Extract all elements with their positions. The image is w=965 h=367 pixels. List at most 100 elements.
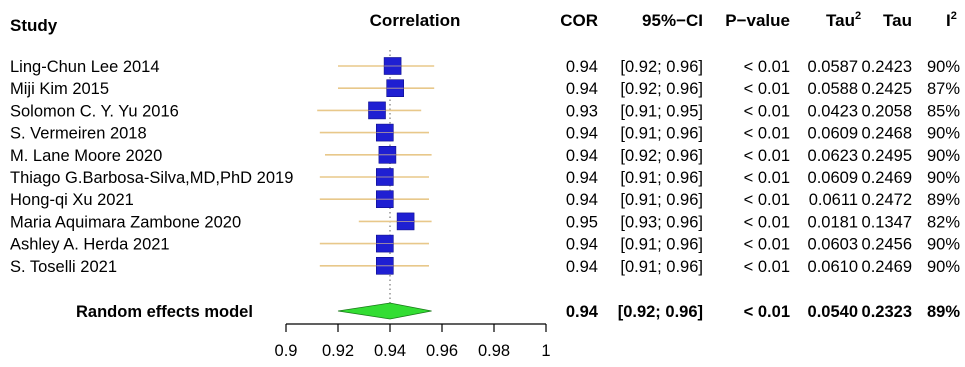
study-cor: 0.93 xyxy=(566,102,598,120)
study-cor: 0.94 xyxy=(566,169,598,187)
study-name: Thiago G.Barbosa-Silva,MD,PhD 2019 xyxy=(10,169,293,187)
summary-i2: 89% xyxy=(927,303,960,321)
study-tau: 0.2058 xyxy=(862,102,912,120)
study-cor: 0.95 xyxy=(566,213,598,231)
study-ci: [0.93; 0.96] xyxy=(620,213,703,231)
study-name: Hong-qi Xu 2021 xyxy=(10,191,134,209)
study-name: Miji Kim 2015 xyxy=(10,80,109,98)
study-tau2: 0.0423 xyxy=(808,102,858,120)
study-pvalue: < 0.01 xyxy=(744,236,790,254)
study-tau2: 0.0588 xyxy=(808,80,858,98)
study-pvalue: < 0.01 xyxy=(744,191,790,209)
study-tau: 0.2468 xyxy=(862,125,912,143)
header-tau2: Tau2 xyxy=(826,10,861,30)
study-i2: 90% xyxy=(927,169,960,187)
header-study: Study xyxy=(10,16,58,35)
study-pvalue: < 0.01 xyxy=(744,213,790,231)
study-tau2: 0.0603 xyxy=(808,236,858,254)
study-pvalue: < 0.01 xyxy=(744,80,790,98)
study-cor: 0.94 xyxy=(566,58,598,76)
x-tick-label: 0.96 xyxy=(426,342,458,360)
header-tau: Tau xyxy=(883,11,912,30)
study-i2: 89% xyxy=(927,191,960,209)
study-cor: 0.94 xyxy=(566,258,598,276)
summary-diamond xyxy=(337,302,432,320)
study-row: Ling-Chun Lee 2014 0.94 [0.92; 0.96] < 0.01… xyxy=(10,57,960,76)
study-row: Thiago G.Barbosa-Silva,MD,PhD 2019 0.94 [0… xyxy=(10,168,960,187)
study-i2: 82% xyxy=(927,213,960,231)
study-tau2: 0.0609 xyxy=(808,125,858,143)
study-tau: 0.2472 xyxy=(862,191,912,209)
header-i2: I2 xyxy=(946,10,957,30)
study-ci: [0.92; 0.96] xyxy=(620,147,703,165)
summary-tau2: 0.0540 xyxy=(808,303,858,321)
summary-pvalue: < 0.01 xyxy=(744,303,790,321)
study-tau2: 0.0609 xyxy=(808,169,858,187)
study-tau2: 0.0610 xyxy=(808,258,858,276)
x-tick-label: 0.94 xyxy=(374,342,406,360)
study-i2: 90% xyxy=(927,236,960,254)
header-i2-base: I xyxy=(946,11,951,30)
study-ci: [0.92; 0.96] xyxy=(620,80,703,98)
study-ci: [0.91; 0.95] xyxy=(620,102,703,120)
study-row: S. Vermeiren 2018 0.94 [0.91; 0.96] < 0.01 0… xyxy=(10,123,960,143)
study-i2: 85% xyxy=(927,102,960,120)
study-pvalue: < 0.01 xyxy=(744,169,790,187)
study-tau2: 0.0587 xyxy=(808,58,858,76)
study-name: Ling-Chun Lee 2014 xyxy=(10,58,160,76)
study-tau: 0.2495 xyxy=(862,147,912,165)
study-i2: 90% xyxy=(927,258,960,276)
study-tau: 0.2456 xyxy=(862,236,912,254)
summary-cor: 0.94 xyxy=(566,303,599,321)
study-cor: 0.94 xyxy=(566,125,598,143)
study-name: Maria Aquimara Zambone 2020 xyxy=(10,213,241,231)
study-pvalue: < 0.01 xyxy=(744,258,790,276)
study-rows: Ling-Chun Lee 2014 0.94 [0.92; 0.96] < 0.01… xyxy=(10,57,960,276)
study-pvalue: < 0.01 xyxy=(744,125,790,143)
study-cor: 0.94 xyxy=(566,191,598,209)
study-pvalue: < 0.01 xyxy=(744,58,790,76)
study-pvalue: < 0.01 xyxy=(744,147,790,165)
study-tau2: 0.0181 xyxy=(808,213,858,231)
summary-ci: [0.92; 0.96] xyxy=(618,303,703,321)
study-row: Solomon C. Y. Yu 2016 0.93 [0.91; 0.95] < 0… xyxy=(10,101,960,120)
study-row: Miji Kim 2015 0.94 [0.92; 0.96] < 0.01 0.058… xyxy=(10,79,960,98)
summary-row: Random effects model 0.94 [0.92; 0.96] < 0.… xyxy=(76,302,960,321)
study-tau: 0.2423 xyxy=(862,58,912,76)
study-name: Solomon C. Y. Yu 2016 xyxy=(10,102,179,120)
header-tau2-sup: 2 xyxy=(855,10,861,22)
study-tau: 0.2469 xyxy=(862,258,912,276)
study-ci: [0.91; 0.96] xyxy=(620,169,703,187)
study-ci: [0.91; 0.96] xyxy=(620,258,703,276)
study-i2: 87% xyxy=(927,80,960,98)
study-name: S. Toselli 2021 xyxy=(10,258,117,276)
summary-tau: 0.2323 xyxy=(862,303,912,321)
study-row: M. Lane Moore 2020 0.94 [0.92; 0.96] < 0.01… xyxy=(10,146,960,165)
study-row: Ashley A. Herda 2021 0.94 [0.91; 0.96] < 0.… xyxy=(10,234,960,254)
header-correlation: Correlation xyxy=(370,11,461,30)
x-tick-label: 1 xyxy=(541,342,550,360)
study-ci: [0.92; 0.96] xyxy=(620,58,703,76)
study-name: M. Lane Moore 2020 xyxy=(10,147,162,165)
study-cor: 0.94 xyxy=(566,147,598,165)
study-i2: 90% xyxy=(927,125,960,143)
study-i2: 90% xyxy=(927,58,960,76)
study-i2: 90% xyxy=(927,147,960,165)
study-tau2: 0.0623 xyxy=(808,147,858,165)
header-cor: COR xyxy=(560,11,598,30)
header-tau2-base: Tau xyxy=(826,11,855,30)
study-cor: 0.94 xyxy=(566,80,598,98)
study-name: S. Vermeiren 2018 xyxy=(10,125,147,143)
header-row: Study Correlation COR 95%−CI P−value Tau… xyxy=(10,10,957,35)
study-row: Maria Aquimara Zambone 2020 0.95 [0.93; 0.… xyxy=(10,212,960,231)
x-tick-label: 0.92 xyxy=(322,342,354,360)
study-tau: 0.2425 xyxy=(862,80,912,98)
study-pvalue: < 0.01 xyxy=(744,102,790,120)
study-tau2: 0.0611 xyxy=(809,191,858,209)
study-row: Hong-qi Xu 2021 0.94 [0.91; 0.96] < 0.01 0.0… xyxy=(10,190,960,209)
study-name: Ashley A. Herda 2021 xyxy=(10,236,170,254)
summary-name: Random effects model xyxy=(76,303,253,321)
header-i2-sup: 2 xyxy=(951,10,957,22)
study-ci: [0.91; 0.96] xyxy=(620,236,703,254)
